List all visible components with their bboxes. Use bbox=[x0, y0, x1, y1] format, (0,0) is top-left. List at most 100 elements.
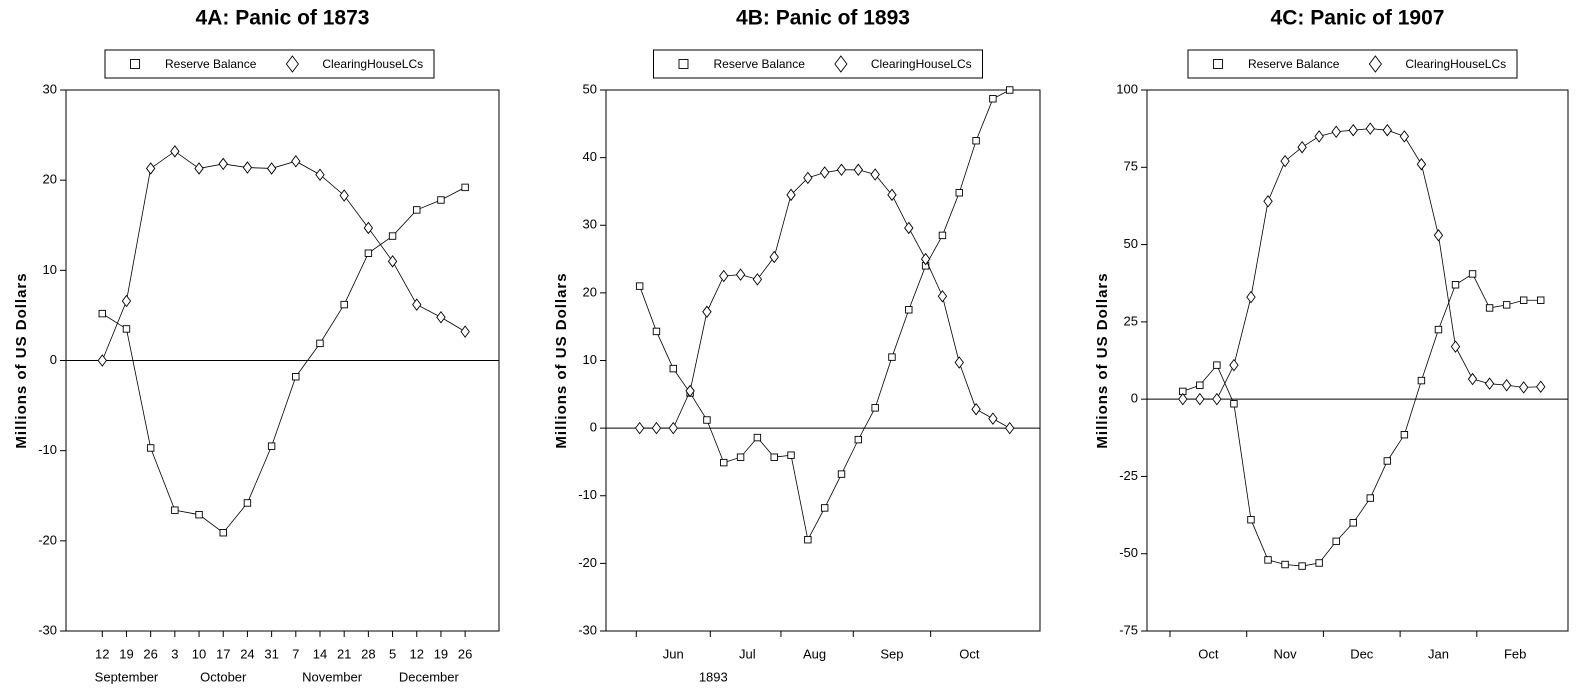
x-tick-label: 3 bbox=[171, 646, 178, 661]
marker-diamond bbox=[460, 325, 470, 338]
y-tick-label: 50 bbox=[583, 81, 597, 96]
marker-square bbox=[1366, 494, 1374, 502]
x-tick-label: Feb bbox=[1504, 646, 1526, 661]
x-tick-label: Jul bbox=[739, 646, 756, 661]
marker-square bbox=[146, 444, 155, 452]
y-tick-label: -30 bbox=[38, 622, 57, 637]
x-tick-label: Sep bbox=[880, 646, 903, 661]
marker-square bbox=[652, 327, 661, 336]
marker-diamond bbox=[1501, 378, 1512, 392]
marker-diamond bbox=[266, 162, 277, 175]
marker-diamond bbox=[752, 273, 763, 286]
marker-diamond bbox=[97, 354, 107, 367]
legend-box bbox=[1187, 49, 1518, 79]
x-tick-label: 28 bbox=[361, 646, 375, 661]
marker-diamond bbox=[803, 171, 813, 185]
y-tick-label: -20 bbox=[38, 532, 57, 547]
marker-square bbox=[1400, 430, 1409, 439]
marker-diamond bbox=[194, 162, 204, 175]
x-axis-label: 1893 bbox=[699, 669, 728, 684]
marker-diamond bbox=[735, 268, 746, 281]
marker-square bbox=[195, 510, 203, 519]
marker-square bbox=[1196, 381, 1204, 389]
y-axis-label: Millions of US Dollars bbox=[13, 272, 30, 448]
y-tick-label: 0 bbox=[50, 352, 57, 367]
marker-square bbox=[787, 451, 795, 459]
marker-diamond bbox=[971, 402, 981, 416]
x-tick-label: 19 bbox=[119, 646, 133, 661]
marker-diamond bbox=[339, 189, 349, 202]
marker-diamond bbox=[651, 421, 662, 435]
marker-square bbox=[1383, 457, 1392, 465]
marker-square bbox=[770, 453, 778, 461]
legend-label: Reserve Balance bbox=[714, 57, 806, 71]
legend-marker bbox=[1213, 59, 1223, 69]
marker-square bbox=[461, 183, 469, 192]
marker-diamond bbox=[1229, 358, 1239, 372]
marker-square bbox=[1281, 560, 1289, 569]
marker-diamond bbox=[887, 188, 897, 202]
y-tick-label: 30 bbox=[583, 217, 597, 232]
marker-square bbox=[1264, 556, 1272, 564]
legend-label: ClearingHouseLCs bbox=[1405, 57, 1506, 71]
marker-square bbox=[972, 137, 980, 145]
y-axis-label: Millions of US Dollars bbox=[1094, 272, 1111, 448]
x-tick-label: Dec bbox=[1350, 646, 1374, 661]
y-tick-label: -10 bbox=[578, 487, 597, 502]
series-line bbox=[101, 150, 466, 361]
marker-square bbox=[292, 373, 300, 381]
marker-square bbox=[871, 404, 879, 412]
x-group-label: October bbox=[200, 669, 247, 684]
marker-square bbox=[820, 504, 829, 512]
y-tick-label: -20 bbox=[578, 555, 597, 570]
y-tick-label: 30 bbox=[43, 81, 57, 96]
x-tick-label: Jun bbox=[663, 646, 684, 661]
marker-square bbox=[1485, 304, 1494, 312]
marker-square bbox=[736, 453, 745, 461]
marker-square bbox=[1332, 537, 1340, 546]
marker-square bbox=[316, 339, 324, 348]
marker-diamond bbox=[1246, 290, 1256, 304]
y-tick-label: 20 bbox=[43, 172, 57, 187]
marker-diamond bbox=[436, 310, 446, 324]
marker-diamond bbox=[1416, 157, 1427, 171]
marker-square bbox=[938, 231, 947, 240]
marker-diamond bbox=[1382, 123, 1393, 137]
marker-diamond bbox=[920, 252, 931, 266]
marker-diamond bbox=[1005, 421, 1015, 435]
y-tick-label: -25 bbox=[1119, 468, 1138, 483]
marker-diamond bbox=[685, 384, 695, 398]
marker-square bbox=[171, 506, 179, 514]
marker-diamond bbox=[412, 298, 422, 311]
y-tick-label: 50 bbox=[1124, 236, 1138, 251]
marker-diamond bbox=[1467, 372, 1478, 386]
x-tick-label: Nov bbox=[1273, 646, 1297, 661]
marker-diamond bbox=[242, 161, 253, 174]
marker-square bbox=[1502, 301, 1511, 309]
x-tick-label: 10 bbox=[192, 646, 206, 661]
marker-diamond bbox=[1314, 130, 1324, 143]
marker-diamond bbox=[1348, 123, 1358, 137]
marker-square bbox=[1417, 376, 1426, 385]
x-tick-label: 31 bbox=[264, 646, 278, 661]
legend-label: Reserve Balance bbox=[165, 57, 257, 71]
marker-diamond bbox=[870, 168, 880, 181]
marker-diamond bbox=[1263, 195, 1273, 208]
series-line bbox=[1182, 128, 1541, 400]
chart-title: 4B: Panic of 1893 bbox=[736, 7, 910, 30]
marker-diamond bbox=[1178, 392, 1188, 406]
legend-label: Reserve Balance bbox=[1248, 57, 1340, 71]
marker-diamond bbox=[1450, 340, 1461, 353]
marker-square bbox=[243, 499, 252, 507]
y-tick-label: 10 bbox=[583, 352, 597, 367]
x-tick-label: 5 bbox=[389, 646, 396, 661]
marker-square bbox=[1315, 559, 1323, 567]
chart-title: 4A: Panic of 1873 bbox=[196, 7, 370, 30]
marker-diamond bbox=[291, 154, 301, 168]
x-tick-label: Jan bbox=[1428, 646, 1449, 661]
marker-diamond bbox=[1399, 130, 1410, 143]
marker-diamond bbox=[702, 305, 712, 319]
marker-square bbox=[98, 309, 106, 318]
marker-diamond bbox=[387, 255, 398, 268]
